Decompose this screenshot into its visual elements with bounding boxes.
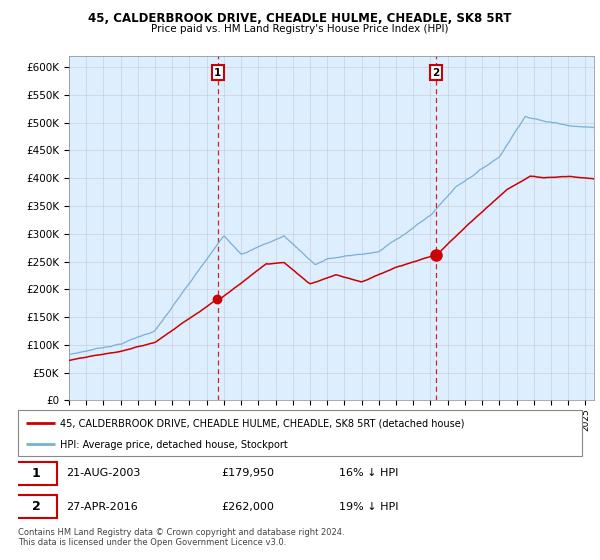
Text: 21-AUG-2003: 21-AUG-2003 [66, 468, 140, 478]
Text: £179,950: £179,950 [221, 468, 274, 478]
Text: 45, CALDERBROOK DRIVE, CHEADLE HULME, CHEADLE, SK8 5RT: 45, CALDERBROOK DRIVE, CHEADLE HULME, CH… [88, 12, 512, 25]
FancyBboxPatch shape [15, 495, 58, 519]
Text: £262,000: £262,000 [221, 502, 274, 512]
Text: 45, CALDERBROOK DRIVE, CHEADLE HULME, CHEADLE, SK8 5RT (detached house): 45, CALDERBROOK DRIVE, CHEADLE HULME, CH… [60, 419, 465, 429]
Text: Contains HM Land Registry data © Crown copyright and database right 2024.
This d: Contains HM Land Registry data © Crown c… [18, 528, 344, 547]
Text: Price paid vs. HM Land Registry's House Price Index (HPI): Price paid vs. HM Land Registry's House … [151, 24, 449, 34]
FancyBboxPatch shape [18, 410, 582, 456]
FancyBboxPatch shape [15, 462, 58, 485]
Text: 2: 2 [433, 68, 440, 78]
Text: 2: 2 [32, 500, 41, 514]
Text: HPI: Average price, detached house, Stockport: HPI: Average price, detached house, Stoc… [60, 440, 288, 450]
Text: 19% ↓ HPI: 19% ↓ HPI [340, 502, 399, 512]
Text: 1: 1 [32, 467, 41, 480]
Text: 16% ↓ HPI: 16% ↓ HPI [340, 468, 399, 478]
Text: 27-APR-2016: 27-APR-2016 [66, 502, 137, 512]
Text: 1: 1 [214, 68, 221, 78]
